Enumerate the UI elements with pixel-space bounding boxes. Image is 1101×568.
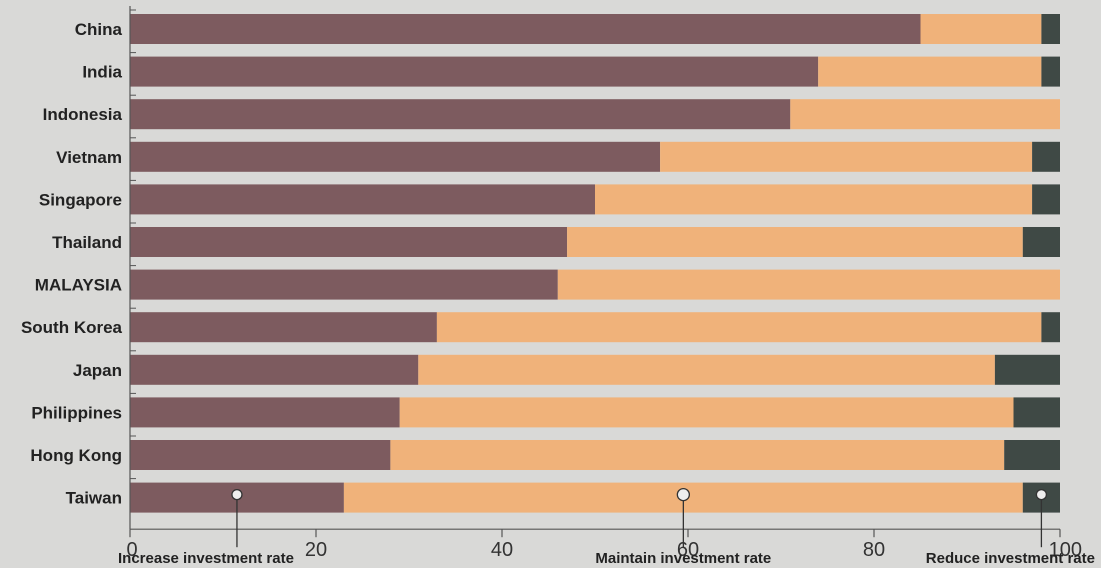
bar-china-increase-investment-rate — [130, 14, 921, 44]
bar-philippines-maintain-investment-rate — [399, 397, 1014, 428]
bar-india-increase-investment-rate — [130, 56, 819, 87]
bar-vietnam-reduce-investment-rate — [1032, 141, 1060, 172]
legend: Increase investment rate Maintain investm… — [118, 487, 1095, 567]
category-label-malaysia: MALAYSIA — [35, 276, 122, 295]
bar-indonesia-maintain-investment-rate — [790, 99, 1060, 130]
x-tick-label: 60 — [677, 539, 699, 561]
bar-vietnam-maintain-investment-rate — [660, 141, 1033, 172]
bar-singapore-maintain-investment-rate — [595, 184, 1033, 215]
bar-india-maintain-investment-rate — [818, 56, 1042, 87]
bar-south-korea-maintain-investment-rate — [436, 312, 1042, 343]
bar-malaysia-increase-investment-rate — [130, 269, 558, 300]
bar-vietnam-increase-investment-rate — [130, 141, 661, 172]
bar-indonesia-increase-investment-rate — [130, 99, 791, 130]
category-label-singapore: Singapore — [39, 190, 122, 209]
bar-malaysia-maintain-investment-rate — [557, 269, 1060, 300]
category-label-indonesia: Indonesia — [43, 105, 123, 124]
bar-thailand-increase-investment-rate — [130, 227, 568, 257]
bar-philippines-increase-investment-rate — [130, 397, 400, 428]
legend-marker — [676, 487, 690, 502]
x-tick-label: 20 — [305, 539, 327, 561]
x-tick-label: 80 — [863, 539, 885, 561]
category-label-philippines: Philippines — [31, 403, 122, 422]
category-label-taiwan: Taiwan — [66, 489, 122, 508]
bar-hong-kong-increase-investment-rate — [130, 440, 391, 470]
x-tick-label: 0 — [126, 539, 137, 561]
x-tick-label: 40 — [491, 539, 513, 561]
legend-label-maintain-investment-rate: Maintain investment rate — [595, 550, 771, 567]
legend-marker — [1035, 488, 1048, 501]
bars-layer — [130, 14, 1060, 513]
x-tick-label: 100 — [1049, 539, 1082, 561]
category-label-south-korea: South Korea — [21, 318, 123, 337]
legend-marker — [231, 488, 243, 501]
bar-thailand-maintain-investment-rate — [567, 227, 1023, 257]
bar-china-reduce-investment-rate — [1041, 14, 1060, 44]
bar-hong-kong-maintain-investment-rate — [390, 440, 1005, 470]
legend-label-reduce-investment-rate: Reduce investment rate — [926, 550, 1095, 567]
category-labels: China India Indonesia Vietnam Singapore Thail… — [21, 20, 123, 508]
bar-singapore-increase-investment-rate — [130, 184, 595, 215]
bar-philippines-reduce-investment-rate — [1013, 397, 1060, 428]
bar-japan-increase-investment-rate — [130, 354, 419, 385]
bar-south-korea-increase-investment-rate — [130, 312, 437, 343]
bar-singapore-reduce-investment-rate — [1032, 184, 1060, 215]
bar-india-reduce-investment-rate — [1041, 56, 1060, 87]
bar-thailand-reduce-investment-rate — [1022, 227, 1060, 257]
bar-china-maintain-investment-rate — [920, 14, 1042, 44]
bar-hong-kong-reduce-investment-rate — [1004, 440, 1060, 470]
category-label-japan: Japan — [73, 361, 122, 380]
category-label-thailand: Thailand — [52, 233, 122, 252]
bar-japan-maintain-investment-rate — [418, 354, 995, 385]
bar-south-korea-reduce-investment-rate — [1041, 312, 1060, 343]
category-label-china: China — [75, 20, 123, 39]
x-axis: 0 20 40 60 80 100 — [126, 6, 1082, 561]
category-label-hong-kong: Hong Kong — [30, 446, 122, 465]
category-label-vietnam: Vietnam — [56, 148, 122, 167]
legend-label-increase-investment-rate: Increase investment rate — [118, 550, 294, 567]
bar-japan-reduce-investment-rate — [994, 354, 1060, 385]
category-label-india: India — [82, 63, 122, 82]
